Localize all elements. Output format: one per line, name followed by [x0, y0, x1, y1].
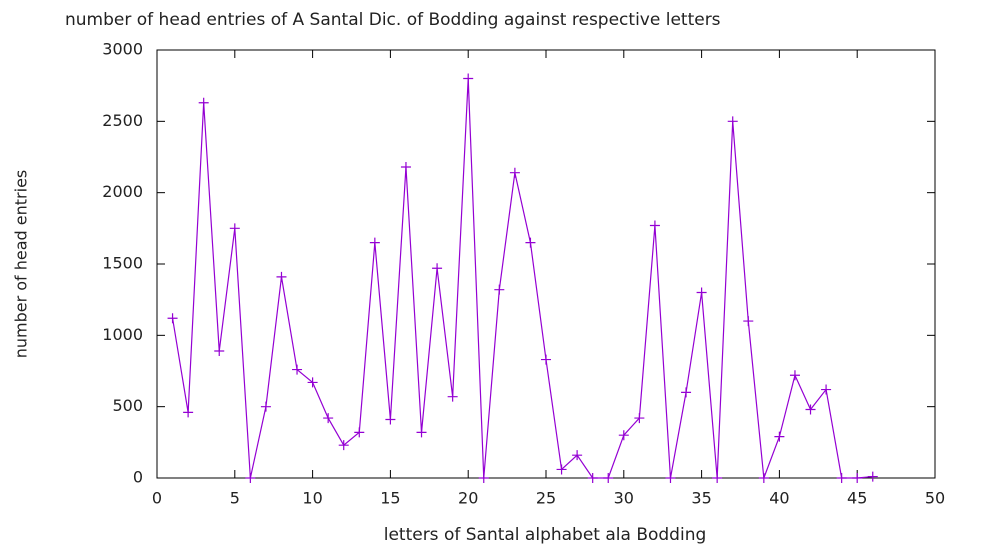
y-axis-label: number of head entries — [12, 170, 31, 359]
y-tick-label: 1500 — [102, 254, 143, 273]
y-tick-label: 3000 — [102, 40, 143, 59]
data-point — [774, 431, 785, 442]
x-tick-label: 25 — [536, 489, 556, 508]
x-tick-label: 45 — [847, 489, 867, 508]
data-point — [198, 97, 209, 108]
y-tick-label: 2500 — [102, 111, 143, 130]
data-point — [805, 404, 816, 415]
data-point — [572, 450, 583, 461]
x-tick-label: 0 — [152, 489, 162, 508]
data-point — [307, 377, 318, 388]
data-point — [789, 370, 800, 381]
data-point — [260, 401, 271, 412]
data-point — [618, 430, 629, 441]
data-point — [323, 413, 334, 424]
y-tick-label: 0 — [133, 468, 143, 487]
data-point — [696, 287, 707, 298]
data-point — [385, 414, 396, 425]
data-point — [712, 473, 723, 483]
data-point — [447, 391, 458, 402]
data-point — [556, 464, 567, 475]
x-axis-label: letters of Santal alphabet ala Bodding — [384, 525, 707, 545]
data-point — [758, 473, 769, 483]
x-tick-label: 30 — [614, 489, 634, 508]
x-tick-label: 50 — [925, 489, 945, 508]
data-point — [354, 427, 365, 438]
data-point — [400, 161, 411, 172]
data-line — [171, 78, 873, 479]
data-point — [867, 471, 878, 482]
data-point — [587, 473, 598, 483]
data-point — [665, 473, 676, 483]
data-point — [245, 473, 256, 483]
data-point — [541, 354, 551, 365]
x-tick-label: 5 — [230, 489, 240, 508]
data-point — [214, 346, 225, 357]
data-point — [183, 407, 194, 418]
data-point — [836, 473, 847, 483]
y-tick-label: 500 — [112, 396, 143, 415]
data-point — [369, 237, 380, 248]
data-point — [649, 220, 660, 231]
data-point — [463, 73, 474, 84]
data-point — [478, 473, 489, 483]
x-tick-label: 40 — [769, 489, 789, 508]
plot-frame — [156, 49, 936, 479]
data-point — [634, 413, 645, 424]
data-point — [525, 237, 536, 248]
data-point — [338, 440, 349, 451]
data-point — [821, 384, 832, 395]
data-point — [727, 116, 738, 127]
y-tick-label: 2000 — [102, 182, 143, 201]
data-point — [681, 387, 692, 398]
data-point — [743, 316, 754, 327]
data-point — [292, 364, 303, 375]
data-point — [416, 427, 427, 438]
data-point — [276, 271, 287, 282]
data-point — [167, 313, 178, 324]
chart-title: number of head entries of A Santal Dic. … — [65, 10, 721, 30]
data-point — [852, 473, 863, 483]
data-point — [509, 167, 520, 178]
y-tick-label: 1000 — [102, 325, 143, 344]
x-tick-label: 15 — [380, 489, 400, 508]
data-point — [494, 284, 505, 295]
x-tick-label: 10 — [302, 489, 322, 508]
data-point — [229, 223, 240, 234]
x-tick-label: 35 — [691, 489, 711, 508]
data-point — [603, 473, 614, 483]
x-tick-label: 20 — [458, 489, 478, 508]
data-point — [432, 263, 443, 274]
